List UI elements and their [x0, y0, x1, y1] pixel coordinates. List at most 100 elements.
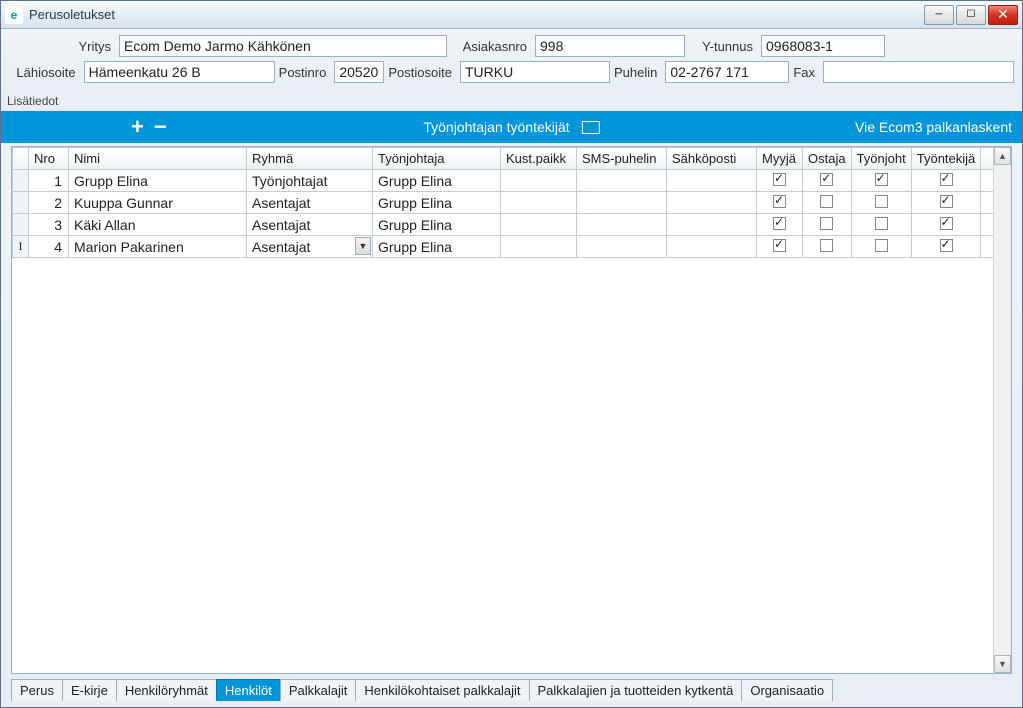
input-lahiosoite[interactable] [84, 61, 275, 83]
col-nimi[interactable]: Nimi [69, 148, 247, 170]
add-button[interactable]: + [131, 114, 144, 140]
cell-ryhma[interactable]: Asentajat▼ [247, 236, 373, 258]
remove-button[interactable]: − [154, 114, 167, 140]
input-postinro[interactable] [334, 61, 384, 83]
close-button[interactable]: ✕ [988, 5, 1018, 25]
minimize-button[interactable]: ─ [924, 5, 954, 25]
cell-ostaja[interactable] [803, 214, 852, 236]
col-tyontekija[interactable]: Työntekijä [911, 148, 981, 170]
cell-tyonjoht[interactable] [851, 236, 911, 258]
cell-nro[interactable]: 1 [29, 170, 69, 192]
cell-tyontekija[interactable] [911, 214, 981, 236]
input-fax[interactable] [823, 61, 1014, 83]
col-ryhma[interactable]: Ryhmä [247, 148, 373, 170]
col-smspuhelin[interactable]: SMS-puhelin [577, 148, 667, 170]
cell-sahkoposti[interactable] [667, 170, 757, 192]
tab-palkkalajit[interactable]: Palkkalajit [280, 679, 357, 701]
checkbox[interactable] [773, 195, 786, 208]
input-postiosoite[interactable] [460, 61, 610, 83]
cell-myyja[interactable] [757, 192, 803, 214]
checkbox[interactable] [940, 217, 953, 230]
tab-palkkalajien-ja-tuotteiden-kytkent-[interactable]: Palkkalajien ja tuotteiden kytkentä [529, 679, 743, 701]
cell-myyja[interactable] [757, 214, 803, 236]
cell-tyonjoht[interactable] [851, 214, 911, 236]
dropdown-button[interactable]: ▼ [355, 237, 371, 255]
cell-ostaja[interactable] [803, 170, 852, 192]
tab-henkil-t[interactable]: Henkilöt [216, 679, 281, 701]
cell-tyontekija[interactable] [911, 170, 981, 192]
cell-sahkoposti[interactable] [667, 236, 757, 258]
tab-organisaatio[interactable]: Organisaatio [741, 679, 833, 701]
checkbox[interactable] [820, 217, 833, 230]
cell-ryhma[interactable]: Asentajat [247, 192, 373, 214]
cell-tyontekija[interactable] [911, 192, 981, 214]
checkbox[interactable] [875, 217, 888, 230]
checkbox[interactable] [820, 173, 833, 186]
cell-myyja[interactable] [757, 236, 803, 258]
scroll-up-button[interactable]: ▲ [994, 147, 1011, 165]
cell-smspuhelin[interactable] [577, 236, 667, 258]
toolbar-export-label[interactable]: Vie Ecom3 palkanlaskent [855, 119, 1012, 135]
cell-tyonjohtaja[interactable]: Grupp Elina [373, 170, 501, 192]
tab-henkil-ryhm-t[interactable]: Henkilöryhmät [116, 679, 217, 701]
cell-nimi[interactable]: Kuuppa Gunnar [69, 192, 247, 214]
cell-kustpaikk[interactable] [501, 192, 577, 214]
checkbox[interactable] [875, 173, 888, 186]
cell-kustpaikk[interactable] [501, 214, 577, 236]
cell-ostaja[interactable] [803, 236, 852, 258]
table-row[interactable]: I4Marion PakarinenAsentajat▼Grupp Elina [13, 236, 1011, 258]
cell-nimi[interactable]: Käki Allan [69, 214, 247, 236]
cell-nro[interactable]: 4 [29, 236, 69, 258]
cell-tyonjohtaja[interactable]: Grupp Elina [373, 192, 501, 214]
input-yritys[interactable] [119, 35, 447, 57]
cell-tyonjohtaja[interactable]: Grupp Elina [373, 214, 501, 236]
table-row[interactable]: 1Grupp ElinaTyönjohtajatGrupp Elina [13, 170, 1011, 192]
col-kustpaikk[interactable]: Kust.paikk [501, 148, 577, 170]
col-tyonjoht[interactable]: Työnjoht [851, 148, 911, 170]
col-tyonjohtaja[interactable]: Työnjohtaja [373, 148, 501, 170]
cell-ryhma[interactable]: Asentajat [247, 214, 373, 236]
input-puhelin[interactable] [665, 61, 789, 83]
window-open-icon[interactable] [582, 121, 600, 134]
maximize-button[interactable]: ☐ [956, 5, 986, 25]
checkbox[interactable] [773, 239, 786, 252]
checkbox[interactable] [940, 239, 953, 252]
tab-e-kirje[interactable]: E-kirje [62, 679, 117, 701]
tab-henkil-kohtaiset-palkkalajit[interactable]: Henkilökohtaiset palkkalajit [355, 679, 529, 701]
cell-tyonjohtaja[interactable]: Grupp Elina [373, 236, 501, 258]
input-asiakasnro[interactable] [535, 35, 685, 57]
cell-nro[interactable]: 3 [29, 214, 69, 236]
cell-ryhma[interactable]: Työnjohtajat [247, 170, 373, 192]
cell-nro[interactable]: 2 [29, 192, 69, 214]
cell-smspuhelin[interactable] [577, 214, 667, 236]
scroll-down-button[interactable]: ▼ [994, 655, 1011, 673]
cell-kustpaikk[interactable] [501, 170, 577, 192]
checkbox[interactable] [773, 173, 786, 186]
input-ytunnus[interactable] [761, 35, 885, 57]
cell-myyja[interactable] [757, 170, 803, 192]
checkbox[interactable] [820, 239, 833, 252]
titlebar[interactable]: e Perusoletukset ─ ☐ ✕ [1, 1, 1022, 29]
cell-smspuhelin[interactable] [577, 192, 667, 214]
cell-tyonjoht[interactable] [851, 192, 911, 214]
checkbox[interactable] [875, 195, 888, 208]
checkbox[interactable] [820, 195, 833, 208]
checkbox[interactable] [940, 195, 953, 208]
checkbox[interactable] [940, 173, 953, 186]
checkbox[interactable] [875, 239, 888, 252]
cell-sahkoposti[interactable] [667, 214, 757, 236]
cell-kustpaikk[interactable] [501, 236, 577, 258]
cell-nimi[interactable]: Grupp Elina [69, 170, 247, 192]
cell-sahkoposti[interactable] [667, 192, 757, 214]
col-sahkoposti[interactable]: Sähköposti [667, 148, 757, 170]
table-row[interactable]: 3Käki AllanAsentajatGrupp Elina [13, 214, 1011, 236]
checkbox[interactable] [773, 217, 786, 230]
col-nro[interactable]: Nro [29, 148, 69, 170]
cell-smspuhelin[interactable] [577, 170, 667, 192]
cell-nimi[interactable]: Marion Pakarinen [69, 236, 247, 258]
cell-tyontekija[interactable] [911, 236, 981, 258]
cell-tyonjoht[interactable] [851, 170, 911, 192]
cell-ostaja[interactable] [803, 192, 852, 214]
table-row[interactable]: 2Kuuppa GunnarAsentajatGrupp Elina [13, 192, 1011, 214]
col-myyja[interactable]: Myyjä [757, 148, 803, 170]
